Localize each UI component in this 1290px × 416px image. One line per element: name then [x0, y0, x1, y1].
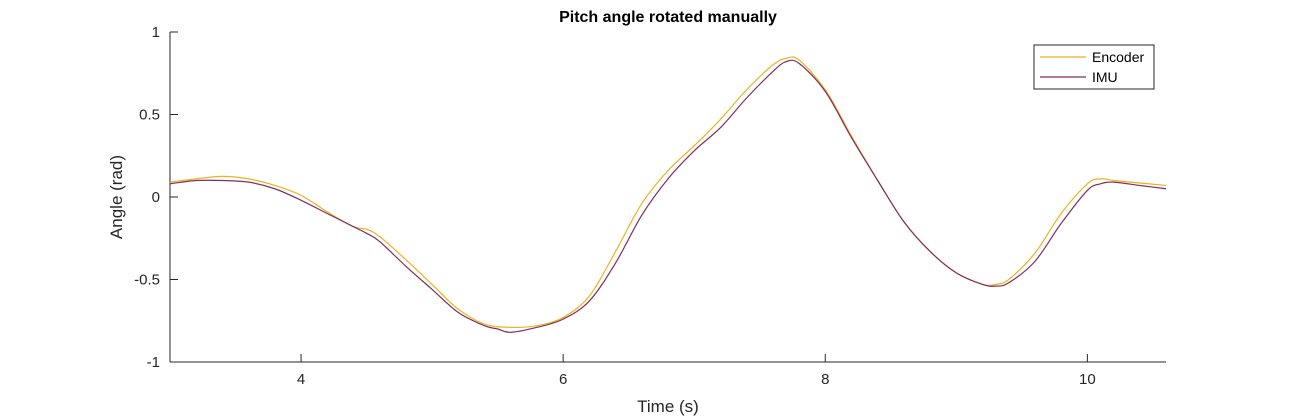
legend-label-imu: IMU [1092, 69, 1118, 85]
legend-box [1033, 44, 1155, 90]
y-axis-label: Angle (rad) [107, 155, 126, 239]
y-tick-label: -1 [147, 354, 160, 371]
y-tick-label: -0.5 [134, 272, 160, 289]
x-tick-label: 10 [1079, 371, 1096, 388]
series-line-encoder [169, 56, 1167, 329]
y-tick-label: 1 [152, 24, 160, 41]
y-tick-label: 0 [152, 189, 160, 206]
x-axis-label: Time (s) [637, 397, 699, 416]
plot-area: 4 6 8 10 -1 -0.5 0 0.5 1 [134, 24, 1167, 388]
legend: Encoder IMU [1033, 44, 1155, 90]
x-tick-label: 6 [559, 371, 567, 388]
series-line-imu [169, 59, 1167, 333]
y-tick-label: 0.5 [139, 107, 160, 124]
legend-label-encoder: Encoder [1092, 49, 1144, 65]
x-tick-label: 8 [821, 371, 829, 388]
x-tick-label: 4 [297, 371, 305, 388]
chart-title: Pitch angle rotated manually [559, 9, 777, 26]
